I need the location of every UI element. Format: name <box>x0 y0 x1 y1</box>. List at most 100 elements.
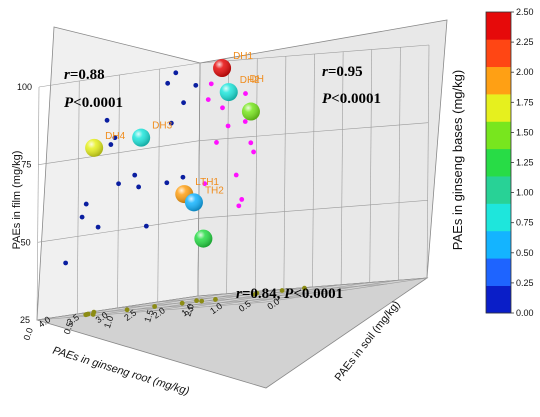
gridline <box>94 291 256 316</box>
projection-point <box>79 214 85 220</box>
colorbar-band <box>486 258 511 286</box>
x-tick-label: 1.5 <box>142 309 155 324</box>
projection-point <box>116 181 121 187</box>
gridline <box>283 56 287 290</box>
x-tick-label: 0.5 <box>62 321 75 336</box>
projection-point <box>220 105 225 111</box>
gridline <box>265 277 428 303</box>
stat-root-film-p: P<0.0001 <box>64 95 123 111</box>
stat-soil-film-p: P<0.0001 <box>322 91 381 107</box>
colorbar-tick-label: 0.50 <box>516 248 534 258</box>
projection-point <box>152 304 158 309</box>
bubble-label: DH2 <box>240 75 260 86</box>
projection-point <box>279 288 285 293</box>
colorbar-band <box>486 203 511 232</box>
projection-point <box>205 97 211 103</box>
bubble-point-shine <box>213 59 232 78</box>
projection-point <box>179 300 185 306</box>
bubble-label: DH <box>249 74 263 85</box>
colorbar-tick-label: 0.25 <box>516 278 534 288</box>
stat-root-film: r=0.88 <box>64 67 105 83</box>
projection-point <box>225 123 231 129</box>
projection-point <box>302 285 307 291</box>
gridline <box>197 62 201 297</box>
projection-point <box>143 223 149 229</box>
gridline <box>157 68 161 303</box>
gridline <box>38 62 201 88</box>
projection-point <box>173 70 179 76</box>
stat-soil-film: r=0.95 <box>322 64 363 80</box>
gridline <box>76 80 80 315</box>
gridline <box>312 53 315 288</box>
gridline <box>197 277 428 297</box>
bubble-label: TH2 <box>205 185 224 196</box>
projection-point <box>236 203 242 209</box>
bubble-label: LTH1 <box>195 177 219 188</box>
gridline <box>36 86 40 321</box>
x-tick-label: 0.0 <box>22 327 35 342</box>
gridline <box>199 44 430 64</box>
projection-point <box>202 181 208 187</box>
gridline <box>340 51 344 285</box>
gridline <box>237 279 399 305</box>
gridline <box>254 58 258 292</box>
gridline <box>398 47 401 281</box>
colorbar-tick-label: 2.25 <box>516 37 534 47</box>
x-tick-label: 2.0 <box>183 303 196 318</box>
projection-point <box>136 184 142 190</box>
gridline <box>36 295 199 321</box>
z-tick-label: 50 <box>21 237 31 247</box>
colorbar-tick-label: 1.75 <box>516 97 534 107</box>
colorbar-band <box>486 39 511 68</box>
colorbar-tick-label: 0.75 <box>516 218 534 228</box>
projection-point <box>239 197 245 202</box>
bubble-point-shine <box>184 193 203 212</box>
projection-point <box>63 260 69 266</box>
z-tick-label: 25 <box>20 315 30 325</box>
gridline <box>199 122 429 141</box>
colorbar: 0.00 0.25 0.50 0.75 1.00 1.25 1.50 1.75 2.00 2.25… <box>485 7 534 318</box>
bubble-point-shine <box>194 229 213 248</box>
colorbar-band <box>486 285 511 314</box>
projection-point <box>124 307 130 313</box>
colorbar-tick-label: 1.25 <box>516 158 534 168</box>
bubble-label: DH1 <box>233 51 253 62</box>
colorbar-band <box>486 12 511 40</box>
colorbar-band <box>486 230 511 259</box>
projection-point <box>214 140 219 145</box>
projection-point <box>233 172 239 178</box>
projection-point <box>242 119 248 124</box>
gridline <box>117 74 120 309</box>
colorbar-band <box>486 176 511 204</box>
colorbar-tick-label: 2.00 <box>516 67 534 77</box>
gridline <box>426 44 430 279</box>
gridline <box>38 140 200 165</box>
projection-point <box>213 297 218 302</box>
projection-point <box>181 100 186 106</box>
projection-point <box>165 80 171 86</box>
x-tick-label: 1.0 <box>102 315 115 330</box>
bubble-point-shine <box>219 83 238 102</box>
colorbar-band <box>486 121 511 150</box>
projection-point <box>91 309 97 315</box>
projection-point <box>104 117 110 123</box>
gridline <box>151 286 313 312</box>
projection-point <box>193 82 199 88</box>
colorbar-band <box>486 148 511 177</box>
z-axis-label: PAEs in film (mg/kg) <box>11 151 23 250</box>
projection-point <box>248 140 254 146</box>
gridline <box>37 218 199 243</box>
colorbar-tick-label: 2.50 <box>516 7 534 17</box>
gridline <box>208 282 370 307</box>
projection-point <box>85 311 91 317</box>
projection-point <box>83 201 89 207</box>
colorbar-band <box>486 66 511 95</box>
gridline <box>180 284 342 310</box>
colorbar-tick-label: 0.00 <box>516 308 534 318</box>
bubble-point-shine <box>85 138 104 157</box>
colorbar-tick-label: 1.50 <box>516 127 534 137</box>
gridline <box>369 49 373 283</box>
colorbar-label: PAEs in ginseng bases (mg/kg) <box>450 70 465 250</box>
